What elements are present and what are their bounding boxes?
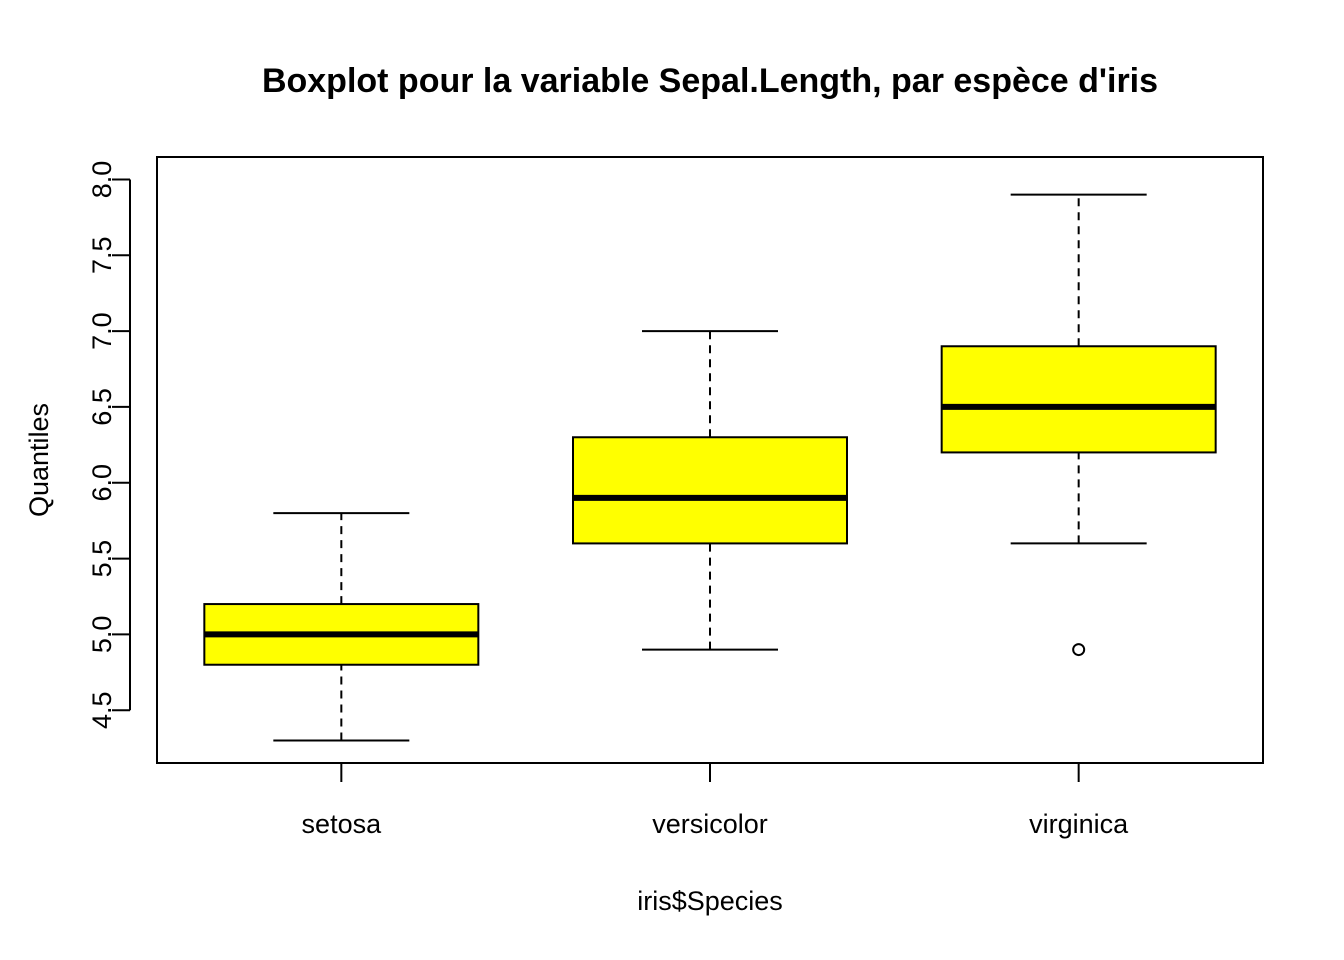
outlier-point (1072, 643, 1086, 657)
chart-title: Boxplot pour la variable Sepal.Length, p… (262, 62, 1158, 100)
y-tick-label: 8.0 (87, 161, 117, 199)
y-axis: 4.5 5.0 5.5 6.0 6.5 7.0 7.5 8.0 (87, 161, 131, 729)
box-virginica (940, 193, 1217, 657)
box-versicolor (572, 330, 848, 651)
x-axis: setosa versicolor virginica (302, 762, 1129, 839)
x-axis-label: iris$Species (637, 886, 783, 916)
y-tick-label: 7.0 (87, 312, 117, 350)
y-tick-label: 4.5 (87, 691, 117, 729)
y-tick-label: 5.0 (87, 616, 117, 654)
y-tick-label: 7.5 (87, 236, 117, 274)
x-tick-label: virginica (1029, 809, 1129, 839)
x-tick-label: setosa (302, 809, 383, 839)
box-iqr (572, 436, 848, 545)
y-tick-label: 6.0 (87, 464, 117, 502)
y-tick-label: 5.5 (87, 540, 117, 578)
box-iqr (940, 345, 1217, 454)
y-axis-label: Quantiles (24, 403, 54, 517)
x-tick-label: versicolor (652, 809, 768, 839)
box-setosa (203, 512, 480, 742)
y-tick-label: 6.5 (87, 388, 117, 426)
boxes (203, 193, 1217, 742)
